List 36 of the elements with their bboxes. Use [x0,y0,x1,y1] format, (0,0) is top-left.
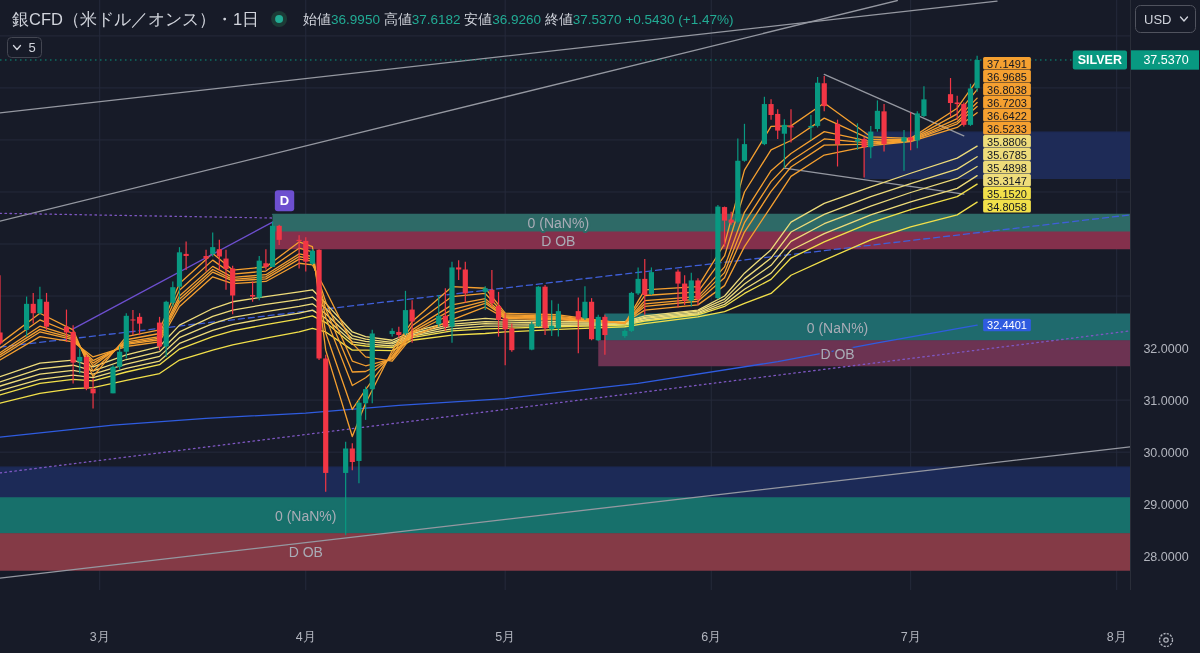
text: USD [1144,12,1172,27]
data-label: 32.4401 [987,319,1027,332]
series-label: D OB [541,232,576,249]
data-label: 35.1520 [987,187,1027,200]
data-label: 35.4898 [987,161,1027,174]
annotation: 5 [28,40,36,55]
y-tick-label: 28.0000 [1143,549,1189,564]
data-label: 34.8058 [987,200,1027,213]
y-tick-label: 32.0000 [1143,341,1189,356]
y-tick-label: 31.0000 [1143,393,1189,408]
series-label: 0 (NaN%) [275,507,337,524]
data-label: 35.8806 [987,135,1027,148]
text: 銀CFD（米ドル／オンス）・1日 [12,10,260,28]
y-tick-label: 29.0000 [1143,497,1189,512]
series-label: D OB [288,544,323,561]
y-tick-label: 37.5370 [1143,53,1189,68]
series-label: 0 (NaN%) [806,319,869,336]
x-tick-label: 8月 [1106,630,1127,644]
x-tick-label: 3月 [89,630,110,644]
y-tick-label: 30.0000 [1143,445,1189,460]
data-label: 36.5233 [987,122,1027,135]
x-tick-label: 6月 [701,630,722,644]
series-label: 0 (NaN%) [527,215,590,232]
series-label: D [279,193,290,209]
data-label: 35.3147 [987,174,1027,187]
x-tick-label: 7月 [900,630,921,644]
x-tick-label: 4月 [295,630,316,644]
data-label: 36.6422 [987,109,1027,122]
ref-line-label: SILVER [1077,53,1122,68]
data-label: 36.7203 [987,96,1027,109]
x-tick-label: 5月 [495,630,516,644]
text: 始値36.9950 高値37.6182 安値36.9260 終値37.5370 +0.5430 (+1.47%) [303,12,734,27]
data-label: 36.9685 [987,70,1027,83]
data-label: 35.6785 [987,148,1027,161]
data-label: 37.1491 [987,57,1027,70]
data-label: 36.8038 [987,83,1027,96]
